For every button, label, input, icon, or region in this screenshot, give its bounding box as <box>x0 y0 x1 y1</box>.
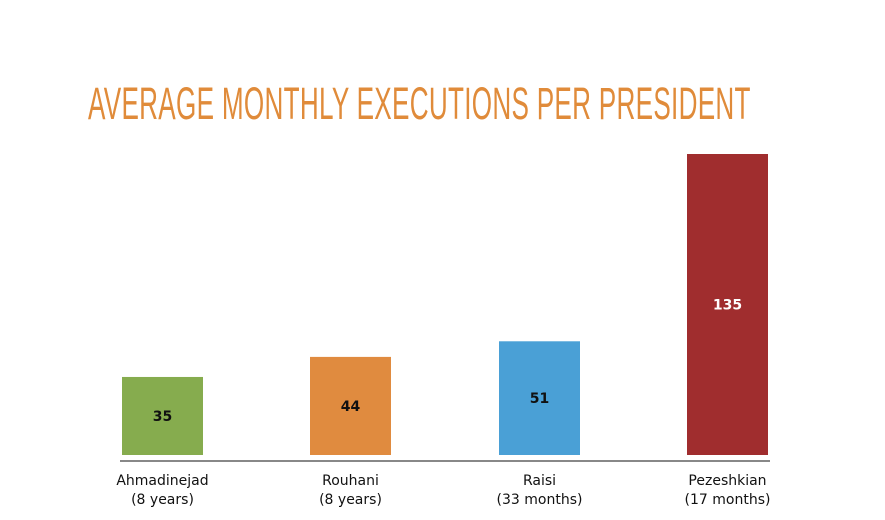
bar <box>687 154 768 455</box>
x-tick-label: Raisi <box>523 473 556 489</box>
bar <box>122 376 203 455</box>
bar <box>499 341 580 455</box>
data-label: 51 <box>530 391 549 407</box>
x-tick-label: Ahmadinejad <box>116 473 208 489</box>
x-tick-label: (17 months) <box>685 492 771 508</box>
x-tick-label: (8 years) <box>319 492 382 508</box>
bar <box>310 356 391 455</box>
x-tick-label: Rouhani <box>322 473 379 489</box>
x-tick-label: (33 months) <box>497 492 583 508</box>
x-tick-label: Pezeshkian <box>688 473 766 489</box>
data-label: 135 <box>713 298 742 314</box>
data-label: 35 <box>153 409 172 425</box>
data-label: 44 <box>341 399 361 415</box>
x-tick-label: (8 years) <box>131 492 194 508</box>
chart-title: AVERAGE MONTHLY EXECUTIONS PER PRESIDENT <box>88 78 751 129</box>
